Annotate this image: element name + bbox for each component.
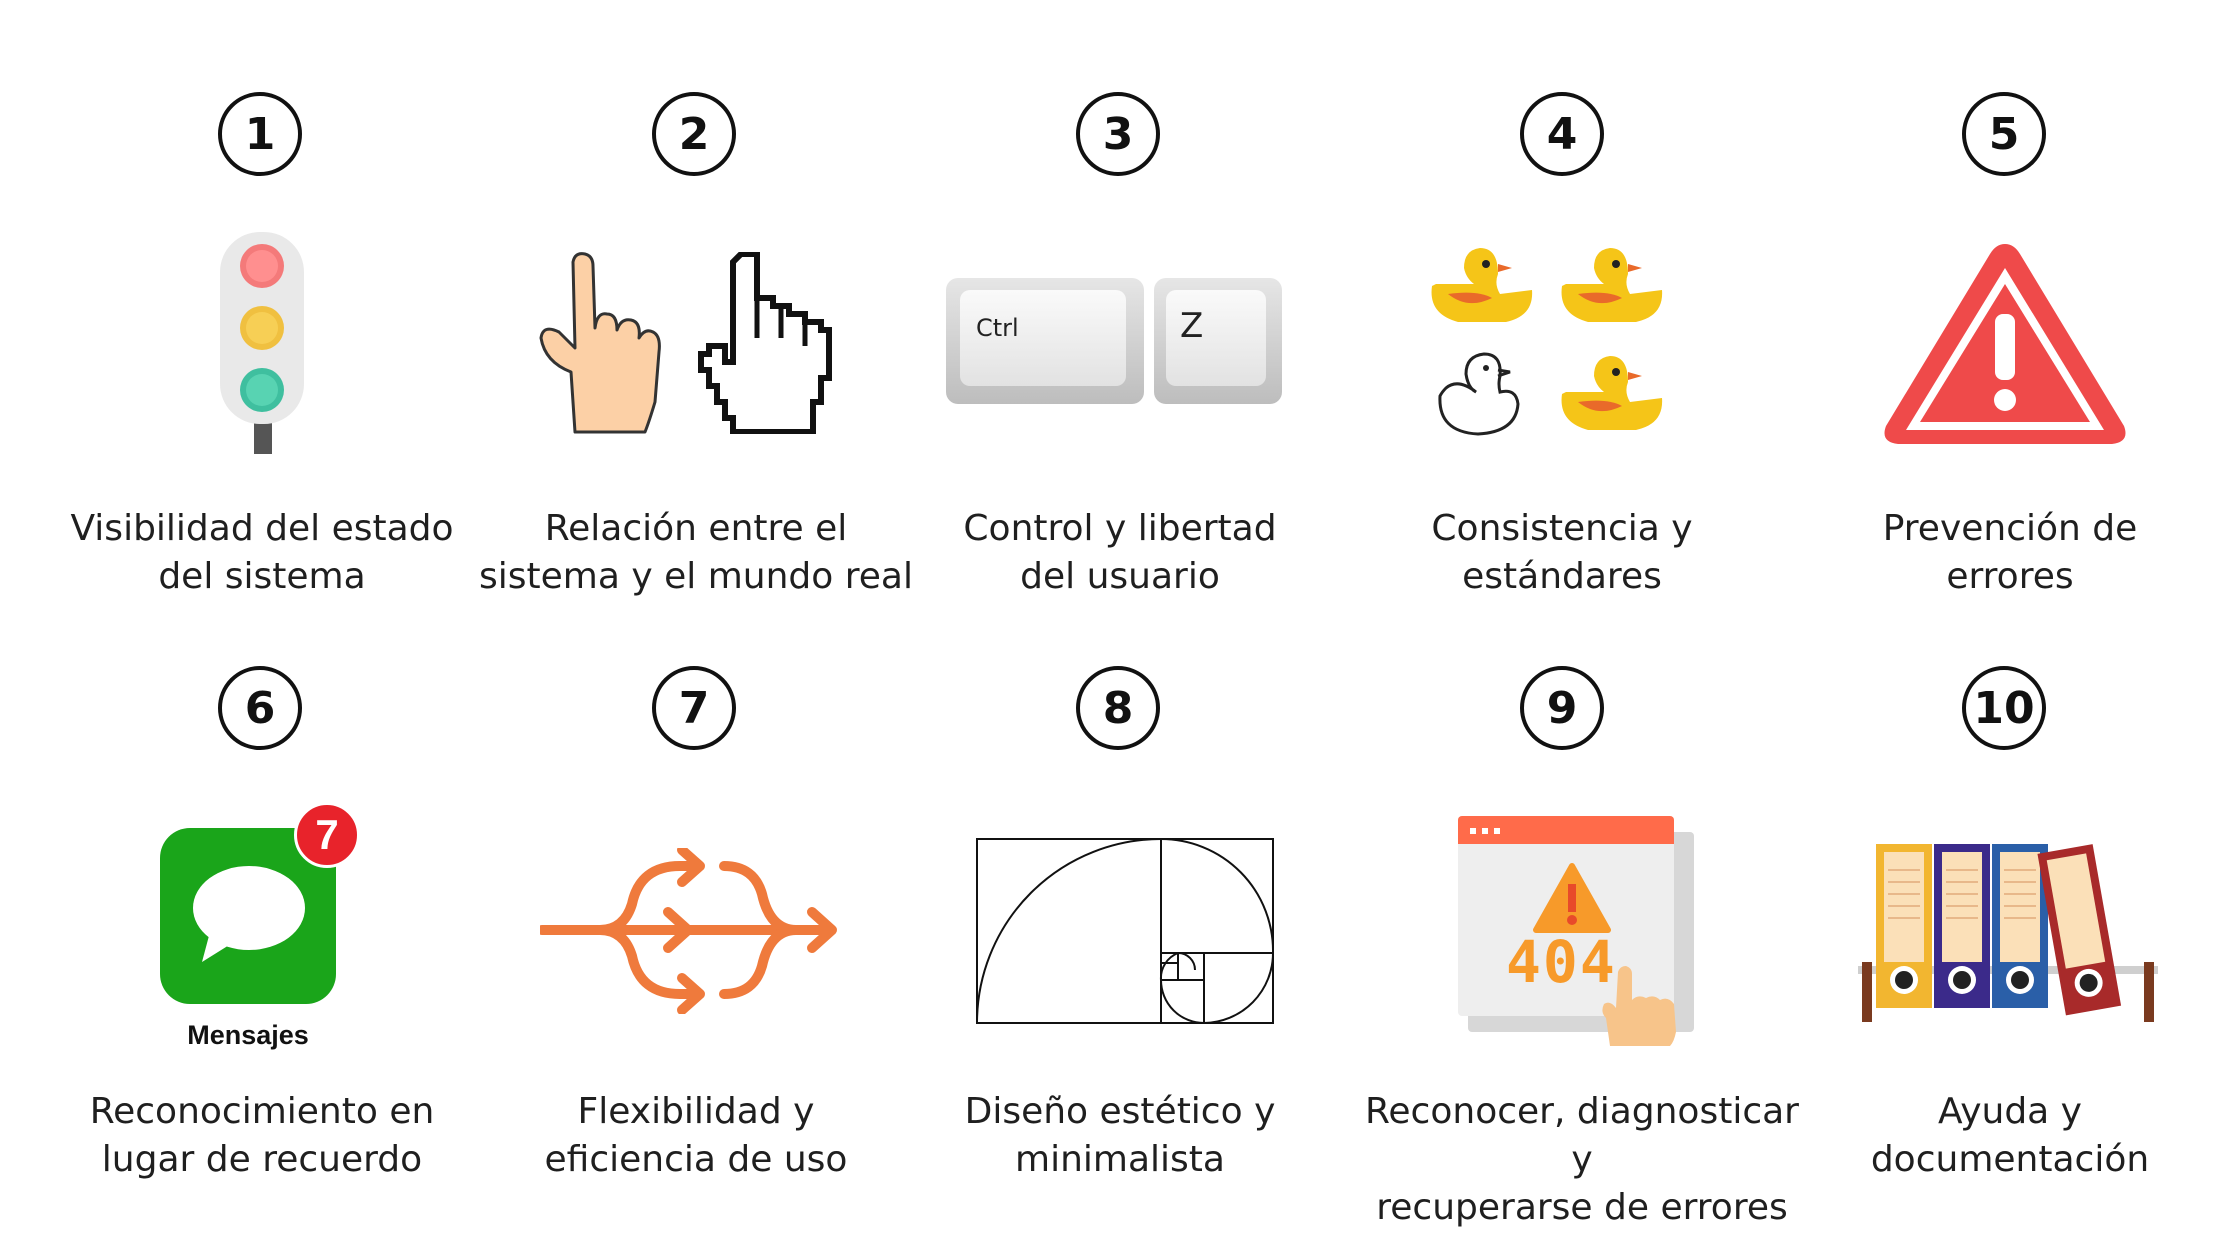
number-badge-7: 7 xyxy=(652,666,736,750)
heuristic-5-label: Prevención de errores xyxy=(1882,508,2138,597)
heuristic-7-label: Flexibilidad y eficiencia de uso xyxy=(544,1091,848,1180)
traffic-light-icon xyxy=(220,232,304,454)
alert-triangle-icon xyxy=(1533,863,1611,933)
warning-triangle-icon xyxy=(1884,244,2126,444)
number-badge-2: 2 xyxy=(652,92,736,176)
error-code: 404 xyxy=(1506,928,1617,996)
number-badge-6: 6 xyxy=(218,666,302,750)
messages-app-icon: 7 Mensajes xyxy=(160,800,370,1060)
number-badge-8: 8 xyxy=(1076,666,1160,750)
heuristic-6-label: Reconocimiento en lugar de recuerdo xyxy=(89,1091,435,1180)
ducks-icon xyxy=(1431,248,1663,436)
z-key: Z xyxy=(1154,278,1282,404)
heuristic-9-label: Reconocer, diagnosticar y recuperarse de … xyxy=(1365,1091,1799,1228)
ctrl-key: Ctrl xyxy=(946,278,1144,404)
heuristic-3-label: Control y libertad del usuario xyxy=(963,508,1277,597)
number-badge-3: 3 xyxy=(1076,92,1160,176)
number-badge-1: 1 xyxy=(218,92,302,176)
heuristic-10-label: Ayuda y documentación xyxy=(1870,1091,2150,1180)
golden-spiral-icon xyxy=(976,838,1274,1024)
heuristic-8-label: Diseño estético y minimalista xyxy=(964,1091,1276,1180)
number-badge-5: 5 xyxy=(1962,92,2046,176)
notification-badge: 7 xyxy=(294,802,360,868)
error-404-icon: 404 xyxy=(1458,816,1694,1048)
hand-pointer-icon xyxy=(1602,966,1676,1046)
messages-app-name: Mensajes xyxy=(187,1020,309,1050)
ctrl-z-keys-icon: Ctrl Z xyxy=(946,278,1286,406)
number-badge-9: 9 xyxy=(1520,666,1604,750)
merging-arrows-icon xyxy=(540,848,837,1014)
binders-icon xyxy=(1858,844,2158,1022)
heuristic-4-label: Consistencia y estándares xyxy=(1431,508,1693,597)
heuristic-2-label: Relación entre el sistema y el mundo real xyxy=(479,508,913,597)
heuristic-1-label: Visibilidad del estado del sistema xyxy=(70,508,454,597)
number-badge-10: 10 xyxy=(1962,666,2046,750)
pointing-hands-icon xyxy=(539,252,832,434)
number-badge-4: 4 xyxy=(1520,92,1604,176)
